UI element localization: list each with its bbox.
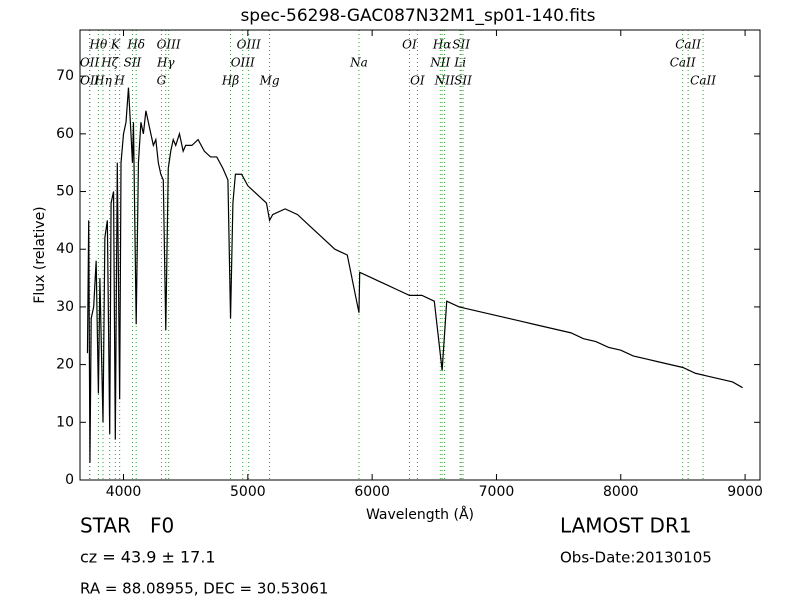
spectral-line-label: CaII (690, 74, 716, 88)
spectral-line-label: Hθ (89, 38, 108, 52)
spectral-line-label: OI (402, 38, 417, 52)
x-tick-label: 8000 (603, 484, 639, 500)
plot-frame (79, 29, 761, 481)
coordinates: RA = 88.08955, DEC = 30.53061 (80, 580, 328, 598)
y-tick-label: 0 (65, 472, 74, 488)
spectral-line-label: K (110, 38, 121, 52)
spectral-line-label: SII (454, 74, 472, 88)
x-axis-label: Wavelength (Å) (366, 506, 474, 523)
object-class: STAR F0 (80, 514, 174, 538)
spectral-line-label: CaII (670, 56, 696, 70)
spectral-line-label: Hβ (221, 74, 239, 88)
spectral-line-label: OIII (237, 38, 261, 52)
y-tick-label: 10 (56, 414, 74, 430)
spectral-line-label: OII (80, 74, 100, 88)
spectral-line-label: Hζ (100, 56, 119, 70)
spectral-line-label: OI (410, 74, 425, 88)
redshift: cz = 43.9 ± 17.1 (80, 548, 216, 567)
y-tick-label: 70 (56, 68, 74, 84)
spectral-line-label: SII (124, 56, 142, 70)
spectral-line-label: OIII (157, 38, 181, 52)
spectral-line-label: Na (349, 56, 368, 70)
y-tick-label: 20 (56, 357, 74, 373)
spectral-line-label: OIII (231, 56, 255, 70)
spectral-line-label: Hη (93, 74, 112, 88)
spectral-line-label: G (157, 74, 167, 88)
spectrum-line (86, 87, 743, 463)
x-tick-label: 6000 (354, 484, 390, 500)
spectral-line-label: Hδ (126, 38, 145, 52)
x-tick-label: 9000 (727, 484, 763, 500)
y-tick-label: 60 (56, 126, 74, 142)
obs-date: Obs-Date:20130105 (560, 549, 712, 567)
y-tick-label: 30 (56, 299, 74, 315)
spectral-line-label: Li (453, 56, 466, 70)
spectral-line-label: SII (452, 38, 470, 52)
spectral-line-label: NII (429, 56, 450, 70)
x-tick-label: 5000 (230, 484, 266, 500)
x-tick-label: 4000 (106, 484, 142, 500)
x-tick-label: 7000 (479, 484, 515, 500)
spectral-line-label: Hα (432, 38, 452, 52)
spectral-line-label: Hγ (156, 56, 175, 70)
y-axis-label: Flux (relative) (32, 206, 48, 303)
spectral-line-label: NII (434, 74, 455, 88)
spectral-line-label: CaII (675, 38, 701, 52)
y-tick-label: 50 (56, 184, 74, 200)
y-tick-label: 40 (56, 241, 74, 257)
spectral-line-label: Mg (259, 74, 280, 88)
survey: LAMOST DR1 (560, 514, 692, 538)
spectral-line-label: H (113, 74, 125, 88)
chart-title: spec-56298-GAC087N32M1_sp01-140.fits (240, 6, 595, 26)
